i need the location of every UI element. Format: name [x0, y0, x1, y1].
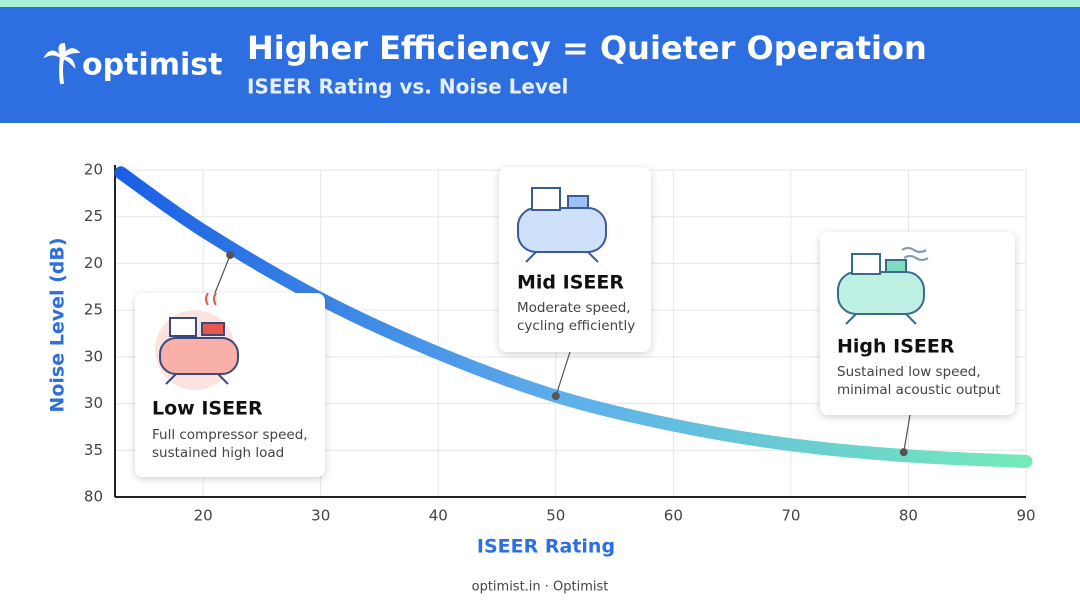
- footer: optimist.in · Optimist: [472, 580, 609, 595]
- card-mid: Mid ISEER Moderate speed, cycling effici…: [499, 167, 651, 352]
- card-text: cycling efficiently: [517, 318, 635, 334]
- icon-compressor-quiet: [837, 247, 929, 325]
- card-text: Sustained low speed,: [837, 364, 981, 380]
- annotation-point: [551, 392, 560, 401]
- y-tick-label: 30: [84, 394, 103, 412]
- card-text: Moderate speed,: [517, 300, 631, 316]
- annotation-point: [899, 448, 908, 457]
- x-tick-label: 70: [781, 507, 800, 525]
- icon-compressor: [517, 187, 607, 263]
- y-tick-label: 25: [84, 301, 103, 319]
- header: [0, 7, 1080, 123]
- x-tick-label: 60: [664, 507, 683, 525]
- card-text: sustained high load: [152, 445, 284, 461]
- cards: Low ISEER Full compressor speed, sustain…: [135, 167, 1015, 477]
- leader-line: [903, 414, 911, 453]
- top-strip: [0, 0, 1080, 7]
- card-high: High ISEER Sustained low speed, minimal …: [820, 232, 1015, 415]
- leader-line: [555, 351, 571, 397]
- y-tick-label: 20: [84, 161, 103, 179]
- chart-subtitle: ISEER Rating vs. Noise Level: [247, 75, 568, 99]
- y-axis-label: Noise Level (dB): [47, 237, 69, 412]
- card-low: Low ISEER Full compressor speed, sustain…: [135, 292, 325, 477]
- x-tick-label: 90: [1016, 507, 1035, 525]
- leader-line: [214, 254, 231, 294]
- card-text: Full compressor speed,: [152, 427, 308, 443]
- card-title: Mid ISEER: [517, 272, 624, 294]
- x-tick-label: 80: [899, 507, 918, 525]
- icon-compressor-hot: [155, 292, 239, 390]
- card-text: minimal acoustic output: [837, 382, 1001, 398]
- card-title: High ISEER: [837, 336, 955, 358]
- y-tick-label: 80: [84, 488, 103, 506]
- x-tick-label: 30: [311, 507, 330, 525]
- card-title: Low ISEER: [152, 398, 263, 420]
- annotation-point: [226, 251, 235, 260]
- y-tick-label: 35: [84, 441, 103, 459]
- logo-icon: [43, 42, 81, 85]
- x-axis-label: ISEER Rating: [477, 536, 615, 558]
- x-tick-label: 20: [194, 507, 213, 525]
- y-tick-label: 20: [84, 254, 103, 272]
- y-tick-label: 25: [84, 207, 103, 225]
- brand: optimist: [82, 48, 222, 83]
- x-tick-label: 50: [546, 507, 565, 525]
- x-tick-label: 40: [429, 507, 448, 525]
- y-tick-label: 30: [84, 347, 103, 365]
- chart-title: Higher Efficiency = Quieter Operation: [247, 29, 927, 67]
